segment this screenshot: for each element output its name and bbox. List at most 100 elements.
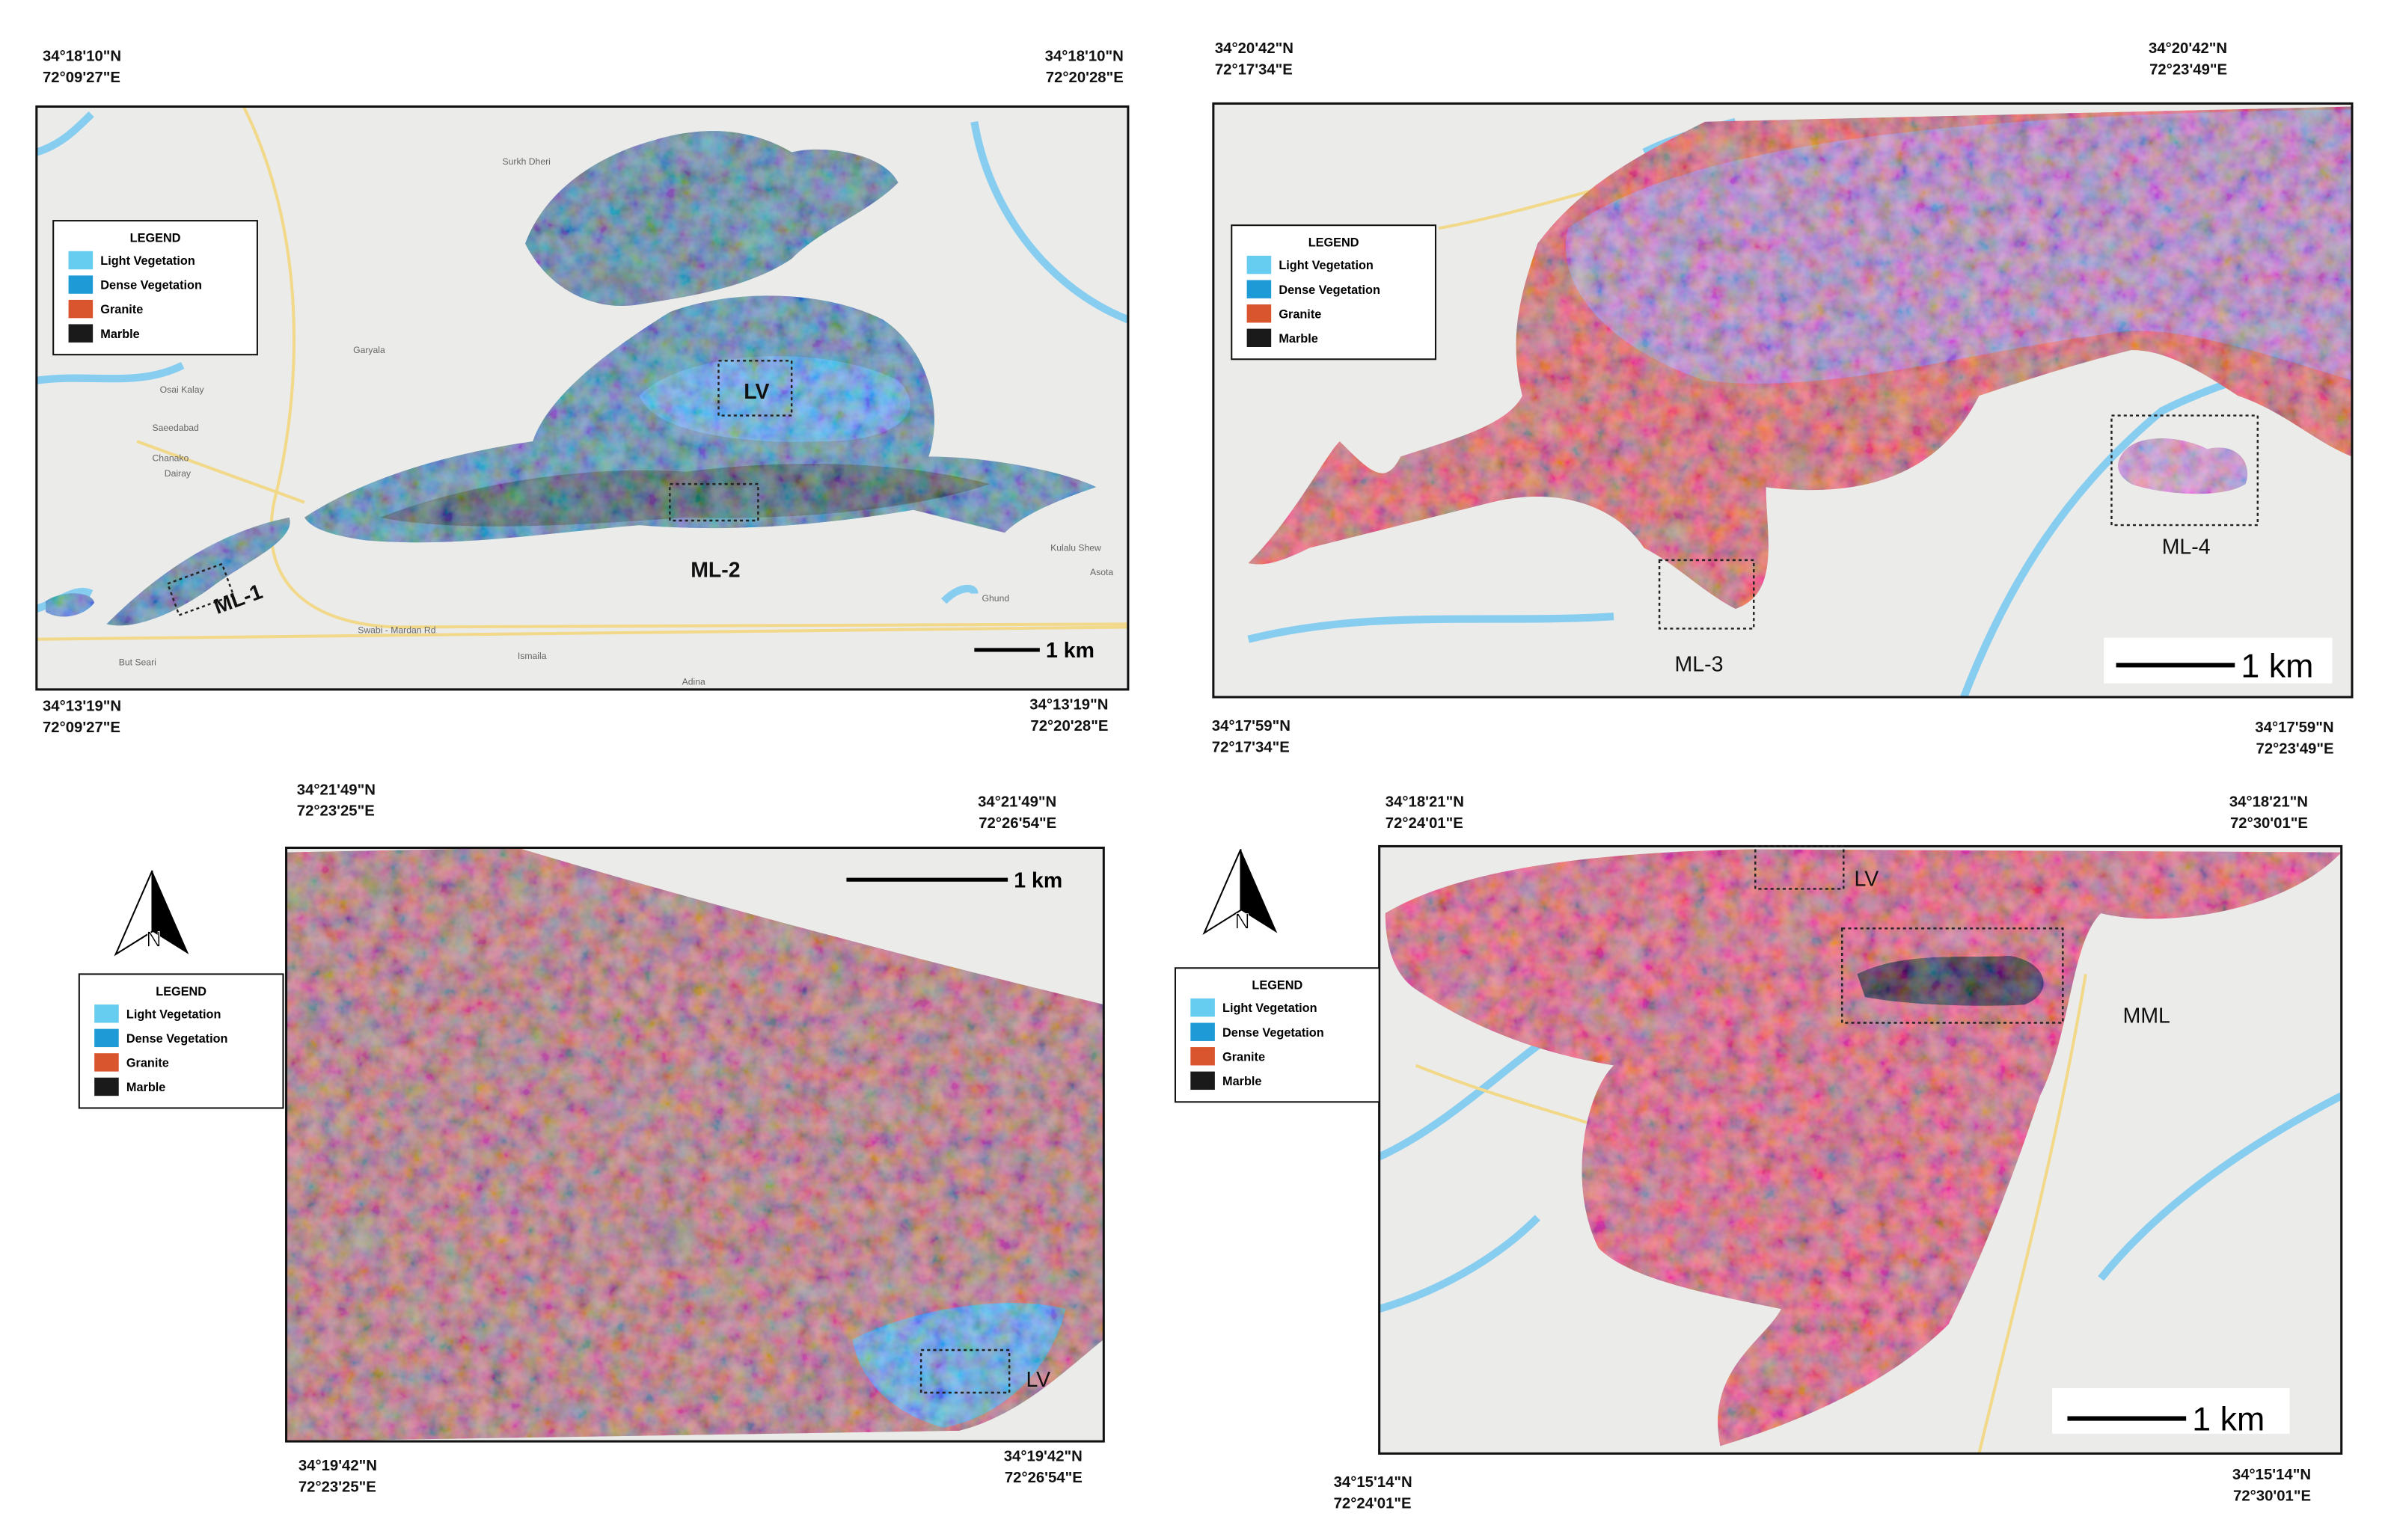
corner-longitude: 72°17'34"E bbox=[1212, 739, 1290, 755]
site-box bbox=[919, 1349, 1011, 1394]
legend-title: LEGEND bbox=[156, 985, 206, 998]
corner-longitude: 72°09'27"E bbox=[43, 70, 120, 86]
legend-swatch bbox=[68, 324, 94, 343]
site-box bbox=[1841, 927, 2064, 1024]
river bbox=[970, 120, 1128, 324]
corner-latitude: 34°18'10"N bbox=[1045, 48, 1124, 64]
corner-latitude: 34°13'19"N bbox=[1029, 696, 1108, 713]
corner-latitude: 34°20'42"N bbox=[1215, 40, 1294, 57]
map-panel: 34°20'42"N 72°17'34"E 34°20'42"N 72°23'49"E… bbox=[1212, 40, 2354, 757]
legend-item: Granite bbox=[126, 1057, 169, 1070]
legend-title: LEGEND bbox=[1308, 236, 1359, 250]
north-arrow-right bbox=[152, 871, 189, 954]
site-name: LV bbox=[744, 380, 769, 404]
legend-swatch bbox=[1246, 328, 1272, 347]
legend: LEGEND Light Vegetation Dense Vegetation Gr… bbox=[1231, 224, 1436, 361]
scale-background bbox=[2104, 637, 2333, 684]
map-frame bbox=[1378, 844, 2343, 1455]
scale-background bbox=[2052, 1387, 2290, 1434]
place-name: Asota bbox=[1090, 567, 1113, 577]
site-label: ML-2 bbox=[669, 482, 759, 582]
corner-latitude: 34°17'59"N bbox=[2255, 720, 2333, 736]
legend: LEGEND Light Vegetation Dense Vegetation Gr… bbox=[52, 220, 258, 356]
corner-longitude: 72°26'54"E bbox=[979, 815, 1056, 832]
corner-latitude: 34°15'14"N bbox=[1334, 1474, 1412, 1491]
road bbox=[136, 440, 305, 504]
legend-item: Dense Vegetation bbox=[1222, 1026, 1324, 1040]
site-name: ML-4 bbox=[2162, 536, 2211, 559]
map-content bbox=[286, 847, 1104, 1442]
river bbox=[36, 111, 94, 156]
legend-item: Granite bbox=[1222, 1050, 1265, 1064]
place-name: Garyala bbox=[353, 345, 385, 355]
legend-swatch bbox=[1190, 998, 1215, 1017]
legend-swatch bbox=[1190, 1047, 1215, 1066]
map-panel: 34°21'49"N 72°23'25"E 34°21'49"N 72°26'54"E… bbox=[78, 782, 1105, 1495]
corner-longitude: 72°20'28"E bbox=[1030, 718, 1108, 734]
terrain-texture bbox=[2118, 438, 2248, 494]
site-box bbox=[2110, 414, 2259, 527]
site-label: MML bbox=[1841, 927, 2170, 1028]
legend: LEGEND Light Vegetation Dense Vegetation Gr… bbox=[78, 973, 284, 1109]
river bbox=[1247, 613, 1614, 643]
map-frame bbox=[1212, 102, 2354, 699]
terrain-texture bbox=[852, 1303, 1066, 1428]
road bbox=[1977, 974, 2087, 1454]
legend-swatch bbox=[68, 251, 94, 270]
site-label: ML-4 bbox=[2110, 414, 2259, 559]
legend-item: Granite bbox=[1279, 307, 1321, 321]
legend-item: Granite bbox=[100, 303, 143, 316]
corner-latitude: 34°15'14"N bbox=[2232, 1467, 2311, 1483]
legend-item: Light Vegetation bbox=[100, 254, 195, 268]
place-name: Osai Kalay bbox=[160, 384, 205, 395]
corner-latitude: 34°21'49"N bbox=[297, 782, 376, 798]
corner-latitude: 34°20'42"N bbox=[2149, 40, 2227, 57]
road bbox=[242, 106, 1128, 629]
map-panel: Surkh Dheri Garyala Osai Kalay Saeedabad Cha… bbox=[35, 48, 1130, 736]
corner-longitude: 72°23'49"E bbox=[2149, 62, 2227, 79]
legend-swatch bbox=[94, 1028, 119, 1048]
corner-longitude: 72°23'49"E bbox=[2256, 740, 2334, 757]
map-frame bbox=[35, 105, 1130, 691]
corner-longitude: 72°20'28"E bbox=[1046, 70, 1124, 86]
legend-swatch bbox=[68, 299, 94, 319]
scale-label: 1 km bbox=[1014, 868, 1062, 892]
place-name: Chanako bbox=[152, 453, 189, 464]
river bbox=[1379, 1215, 1540, 1313]
legend-item: Marble bbox=[1222, 1075, 1261, 1088]
corner-latitude: 34°17'59"N bbox=[1212, 718, 1291, 734]
road bbox=[36, 625, 1128, 641]
terrain-texture bbox=[380, 464, 990, 527]
terrain-texture bbox=[286, 847, 1104, 1442]
legend-swatch bbox=[1190, 1022, 1215, 1041]
corner-longitude: 72°26'54"E bbox=[1005, 1470, 1083, 1486]
river bbox=[941, 584, 979, 604]
scale-label: 1 km bbox=[2192, 1401, 2265, 1438]
site-name: LV bbox=[1854, 867, 1879, 891]
north-label: N bbox=[1234, 909, 1250, 933]
place-name: Dairay bbox=[165, 468, 192, 479]
legend-item: Marble bbox=[1279, 332, 1317, 346]
corner-longitude: 72°30'01"E bbox=[2233, 1488, 2311, 1504]
legend-swatch bbox=[68, 275, 94, 294]
site-box bbox=[166, 562, 235, 617]
site-label: LV bbox=[919, 1349, 1050, 1394]
corner-longitude: 72°30'01"E bbox=[2230, 815, 2308, 832]
legend-item: Dense Vegetation bbox=[126, 1032, 228, 1046]
terrain-texture bbox=[1857, 955, 2044, 1006]
map-content: Surkh Dheri Garyala Osai Kalay Saeedabad Cha… bbox=[36, 106, 1128, 690]
legend-item: Marble bbox=[100, 328, 139, 341]
map-content bbox=[1213, 103, 2352, 698]
site-name: ML-3 bbox=[1675, 652, 1724, 676]
place-name: Ismaila bbox=[518, 651, 547, 661]
corner-latitude: 34°19'42"N bbox=[298, 1458, 377, 1474]
corner-longitude: 72°09'27"E bbox=[43, 720, 120, 736]
legend-swatch bbox=[94, 1077, 119, 1096]
site-box bbox=[1658, 559, 1755, 630]
site-name: MML bbox=[2123, 1004, 2170, 1028]
legend-swatch bbox=[1246, 280, 1272, 298]
terrain-texture bbox=[1385, 849, 2342, 1447]
legend-title: LEGEND bbox=[130, 232, 181, 245]
place-name: Saeedabad bbox=[152, 423, 198, 433]
site-label: ML-3 bbox=[1658, 559, 1755, 676]
